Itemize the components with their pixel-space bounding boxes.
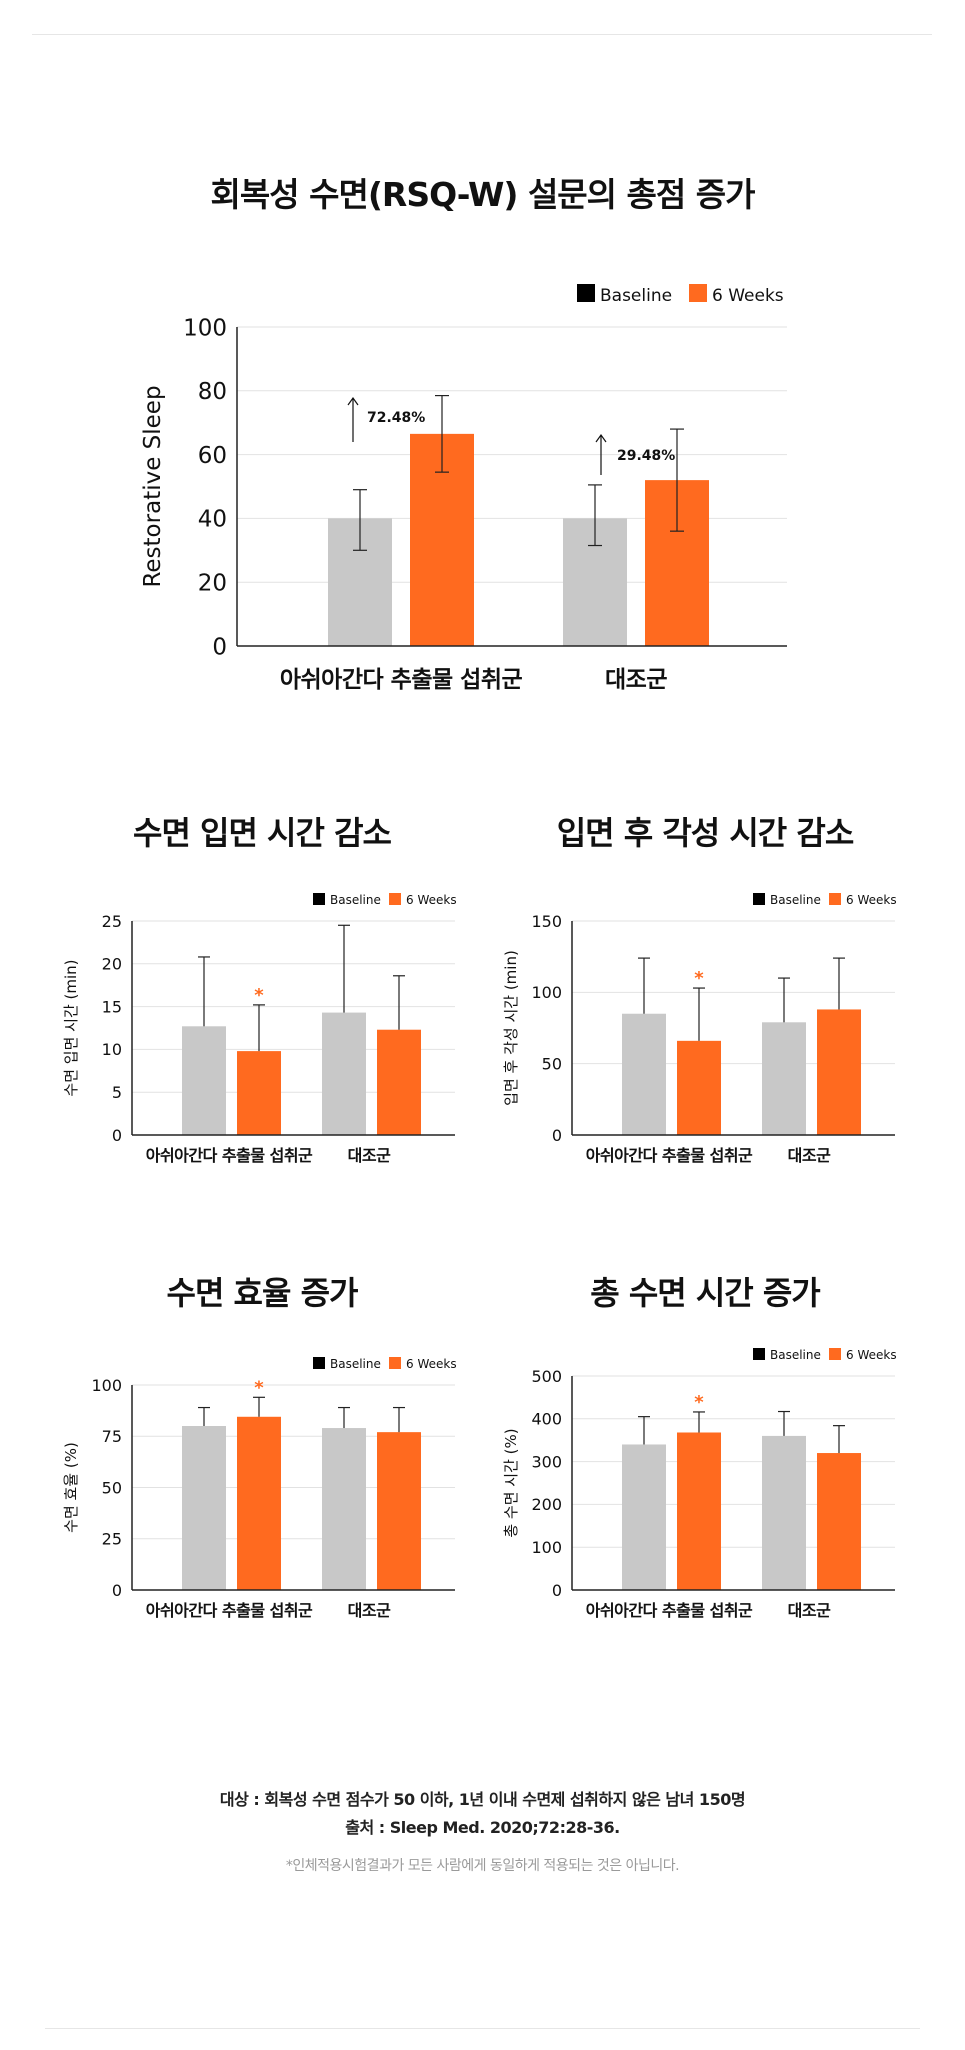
rsq-y-tick-label: 0	[212, 634, 227, 660]
waso-x-category-label: 아쉬아간다 추출물 섭취군	[586, 1146, 753, 1165]
efficiency-y-tick-label: 25	[102, 1530, 122, 1549]
total-legend-swatch-baseline	[753, 1348, 765, 1360]
rsq-x-category-label: 대조군	[605, 667, 667, 693]
latency-bar-six-weeks-1	[377, 1029, 421, 1135]
latency-legend-label-six-weeks: 6 Weeks	[406, 893, 457, 907]
total-bar-six-weeks-1	[817, 1453, 861, 1590]
total-y-tick-label: 500	[531, 1367, 562, 1386]
study-source-text: 출처 : Sleep Med. 2020;72:28-36.	[345, 1818, 620, 1837]
total-y-tick-label: 400	[531, 1410, 562, 1429]
latency-significance-asterisk: *	[254, 985, 264, 1006]
waso-significance-asterisk: *	[694, 968, 704, 989]
latency-y-tick-label: 10	[102, 1040, 122, 1059]
efficiency-bar-six-weeks-1	[377, 1432, 421, 1590]
bottom-divider	[45, 2028, 920, 2029]
total-y-tick-label: 100	[531, 1538, 562, 1557]
efficiency-bar-six-weeks-0	[237, 1416, 281, 1590]
waso-y-tick-label: 50	[542, 1054, 562, 1073]
waso-legend-label-six-weeks: 6 Weeks	[846, 893, 897, 907]
rsq-increase-arrowhead	[347, 396, 359, 406]
total-legend-label-baseline: Baseline	[770, 1348, 821, 1362]
waso-legend-label-baseline: Baseline	[770, 893, 821, 907]
rsq-chart: 0 20 40 60 80 100 아쉬아간다 추출물 섭취군 대조군 Restorative …	[140, 284, 787, 693]
efficiency-legend-swatch-six-weeks	[389, 1357, 401, 1369]
waso-bar-six-weeks-1	[817, 1009, 861, 1135]
latency-legend-swatch-baseline	[313, 893, 325, 905]
latency-y-tick-label: 25	[102, 912, 122, 931]
efficiency-legend-label-baseline: Baseline	[330, 1357, 381, 1371]
efficiency-legend-swatch-baseline	[313, 1357, 325, 1369]
waso-bar-baseline-0	[622, 1013, 666, 1135]
latency-bar-baseline-1	[322, 1012, 366, 1135]
total-legend-label-six-weeks: 6 Weeks	[846, 1348, 897, 1362]
efficiency-chart-title: 수면 효율 증가	[166, 1274, 359, 1312]
efficiency-y-tick-label: 75	[102, 1427, 122, 1446]
latency-x-category-label: 아쉬아간다 추출물 섭취군	[146, 1146, 313, 1165]
waso-bar-baseline-1	[762, 1022, 806, 1135]
waso-legend-swatch-six-weeks	[829, 893, 841, 905]
total-x-category-label: 대조군	[788, 1601, 831, 1620]
latency-y-tick-label: 15	[102, 997, 122, 1016]
total-legend-swatch-six-weeks	[829, 1348, 841, 1360]
rsq-increase-annotation: 72.48%	[367, 410, 425, 426]
latency-x-category-label: 대조군	[348, 1146, 391, 1165]
efficiency-y-tick-label: 0	[112, 1581, 122, 1600]
rsq-legend-label-six-weeks: 6 Weeks	[712, 286, 784, 306]
efficiency-y-tick-label: 50	[102, 1478, 122, 1497]
efficiency-bar-baseline-0	[182, 1426, 226, 1590]
waso-bar-six-weeks-0	[677, 1040, 721, 1135]
waso-legend-swatch-baseline	[753, 893, 765, 905]
rsq-legend-label-baseline: Baseline	[600, 286, 672, 306]
waso-chart-title: 입면 후 각성 시간 감소	[556, 814, 855, 852]
rsq-x-category-label: 아쉬아간다 추출물 섭취군	[280, 667, 523, 693]
latency-legend-swatch-six-weeks	[389, 893, 401, 905]
top-divider	[32, 34, 932, 35]
rsq-y-tick-label: 80	[198, 379, 227, 405]
total-bar-baseline-0	[622, 1444, 666, 1590]
total-bar-six-weeks-0	[677, 1432, 721, 1590]
rsq-y-tick-label: 100	[183, 315, 227, 341]
total-y-tick-label: 0	[552, 1581, 562, 1600]
rsq-chart-title: 회복성 수면(RSQ-W) 설문의 총점 증가	[210, 175, 756, 214]
rsq-y-tick-label: 60	[198, 443, 227, 469]
total-y-tick-label: 200	[531, 1495, 562, 1514]
rsq-increase-arrowhead	[595, 433, 607, 443]
latency-legend-label-baseline: Baseline	[330, 893, 381, 907]
rsq-y-tick-label: 20	[198, 570, 227, 596]
waso-y-tick-label: 150	[531, 912, 562, 931]
latency-y-tick-label: 5	[112, 1083, 122, 1102]
efficiency-significance-asterisk: *	[254, 1377, 264, 1398]
rsq-legend-swatch-six-weeks	[689, 284, 707, 302]
study-target-text: 대상 : 회복성 수면 점수가 50 이하, 1년 이내 수면제 섭취하지 않은…	[219, 1790, 746, 1809]
waso-y-tick-label: 100	[531, 983, 562, 1002]
efficiency-legend-label-six-weeks: 6 Weeks	[406, 1357, 457, 1371]
efficiency-x-category-label: 아쉬아간다 추출물 섭취군	[146, 1601, 313, 1620]
rsq-y-tick-label: 40	[198, 507, 227, 533]
latency-y-tick-label: 20	[102, 955, 122, 974]
total-y-tick-label: 300	[531, 1452, 562, 1471]
efficiency-bar-baseline-1	[322, 1428, 366, 1590]
efficiency-x-category-label: 대조군	[348, 1601, 391, 1620]
waso-y-tick-label: 0	[552, 1126, 562, 1145]
disclaimer-text: *인체적용시험결과가 모든 사람에게 동일하게 적용되는 것은 아닙니다.	[285, 1858, 680, 1874]
rsq-legend-swatch-baseline	[577, 284, 595, 302]
latency-y-tick-label: 0	[112, 1126, 122, 1145]
total-chart-title: 총 수면 시간 증가	[590, 1274, 821, 1312]
rsq-increase-annotation: 29.48%	[617, 448, 675, 464]
latency-bar-baseline-0	[182, 1026, 226, 1135]
total-bar-baseline-1	[762, 1435, 806, 1590]
latency-y-axis-label: 수면 입면 시간 (min)	[62, 959, 80, 1096]
latency-bar-six-weeks-0	[237, 1051, 281, 1135]
efficiency-y-axis-label: 수면 효율 (%)	[62, 1442, 80, 1533]
total-x-category-label: 아쉬아간다 추출물 섭취군	[586, 1601, 753, 1620]
latency-chart-title: 수면 입면 시간 감소	[133, 814, 392, 852]
rsq-y-axis-label: Restorative Sleep	[140, 385, 166, 587]
total-y-axis-label: 총 수면 시간 (%)	[502, 1428, 520, 1537]
waso-y-axis-label: 입면 후 각성 시간 (min)	[502, 950, 520, 1106]
waso-x-category-label: 대조군	[788, 1146, 831, 1165]
efficiency-y-tick-label: 100	[91, 1376, 122, 1395]
total-significance-asterisk: *	[694, 1392, 704, 1413]
